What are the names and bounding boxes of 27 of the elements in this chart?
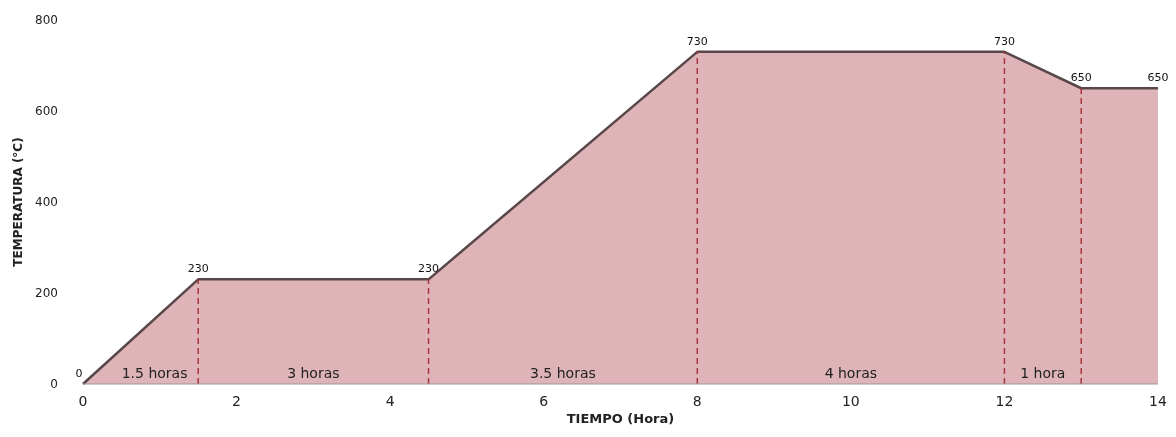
y-axis-title: TEMPERATURA (°C) (11, 137, 25, 267)
x-tick-label: 8 (692, 393, 702, 409)
data-label: 650 (1070, 71, 1092, 85)
annotation: 1.5 horas (121, 365, 188, 381)
annotation: 3 horas (287, 365, 340, 381)
y-tick-label: 0 (50, 377, 58, 391)
y-tick-label: 600 (35, 104, 58, 118)
annotation: 3.5 horas (530, 365, 596, 381)
data-label: 230 (187, 262, 209, 276)
data-label: 650 (1147, 71, 1169, 85)
x-tick-label: 14 (1149, 393, 1167, 409)
annotation: 4 horas (824, 365, 878, 381)
x-tick-label: 10 (841, 393, 860, 409)
data-label: 730 (686, 34, 708, 48)
y-tick-label: 800 (35, 13, 58, 27)
x-tick-label: 2 (232, 393, 242, 409)
x-tick-label: 0 (78, 393, 88, 409)
x-tick-label: 6 (539, 393, 549, 409)
data-label: 730 (993, 34, 1015, 48)
x-tick-label: 12 (995, 393, 1014, 409)
data-label: 230 (418, 262, 440, 276)
y-tick-label: 200 (35, 286, 58, 300)
x-tick-label: 4 (385, 393, 395, 409)
data-label: 0 (75, 367, 83, 380)
y-tick-label: 400 (35, 195, 58, 209)
x-axis-title: TIEMPO (Hora) (566, 411, 675, 426)
annotation: 1 hora (1020, 365, 1066, 381)
